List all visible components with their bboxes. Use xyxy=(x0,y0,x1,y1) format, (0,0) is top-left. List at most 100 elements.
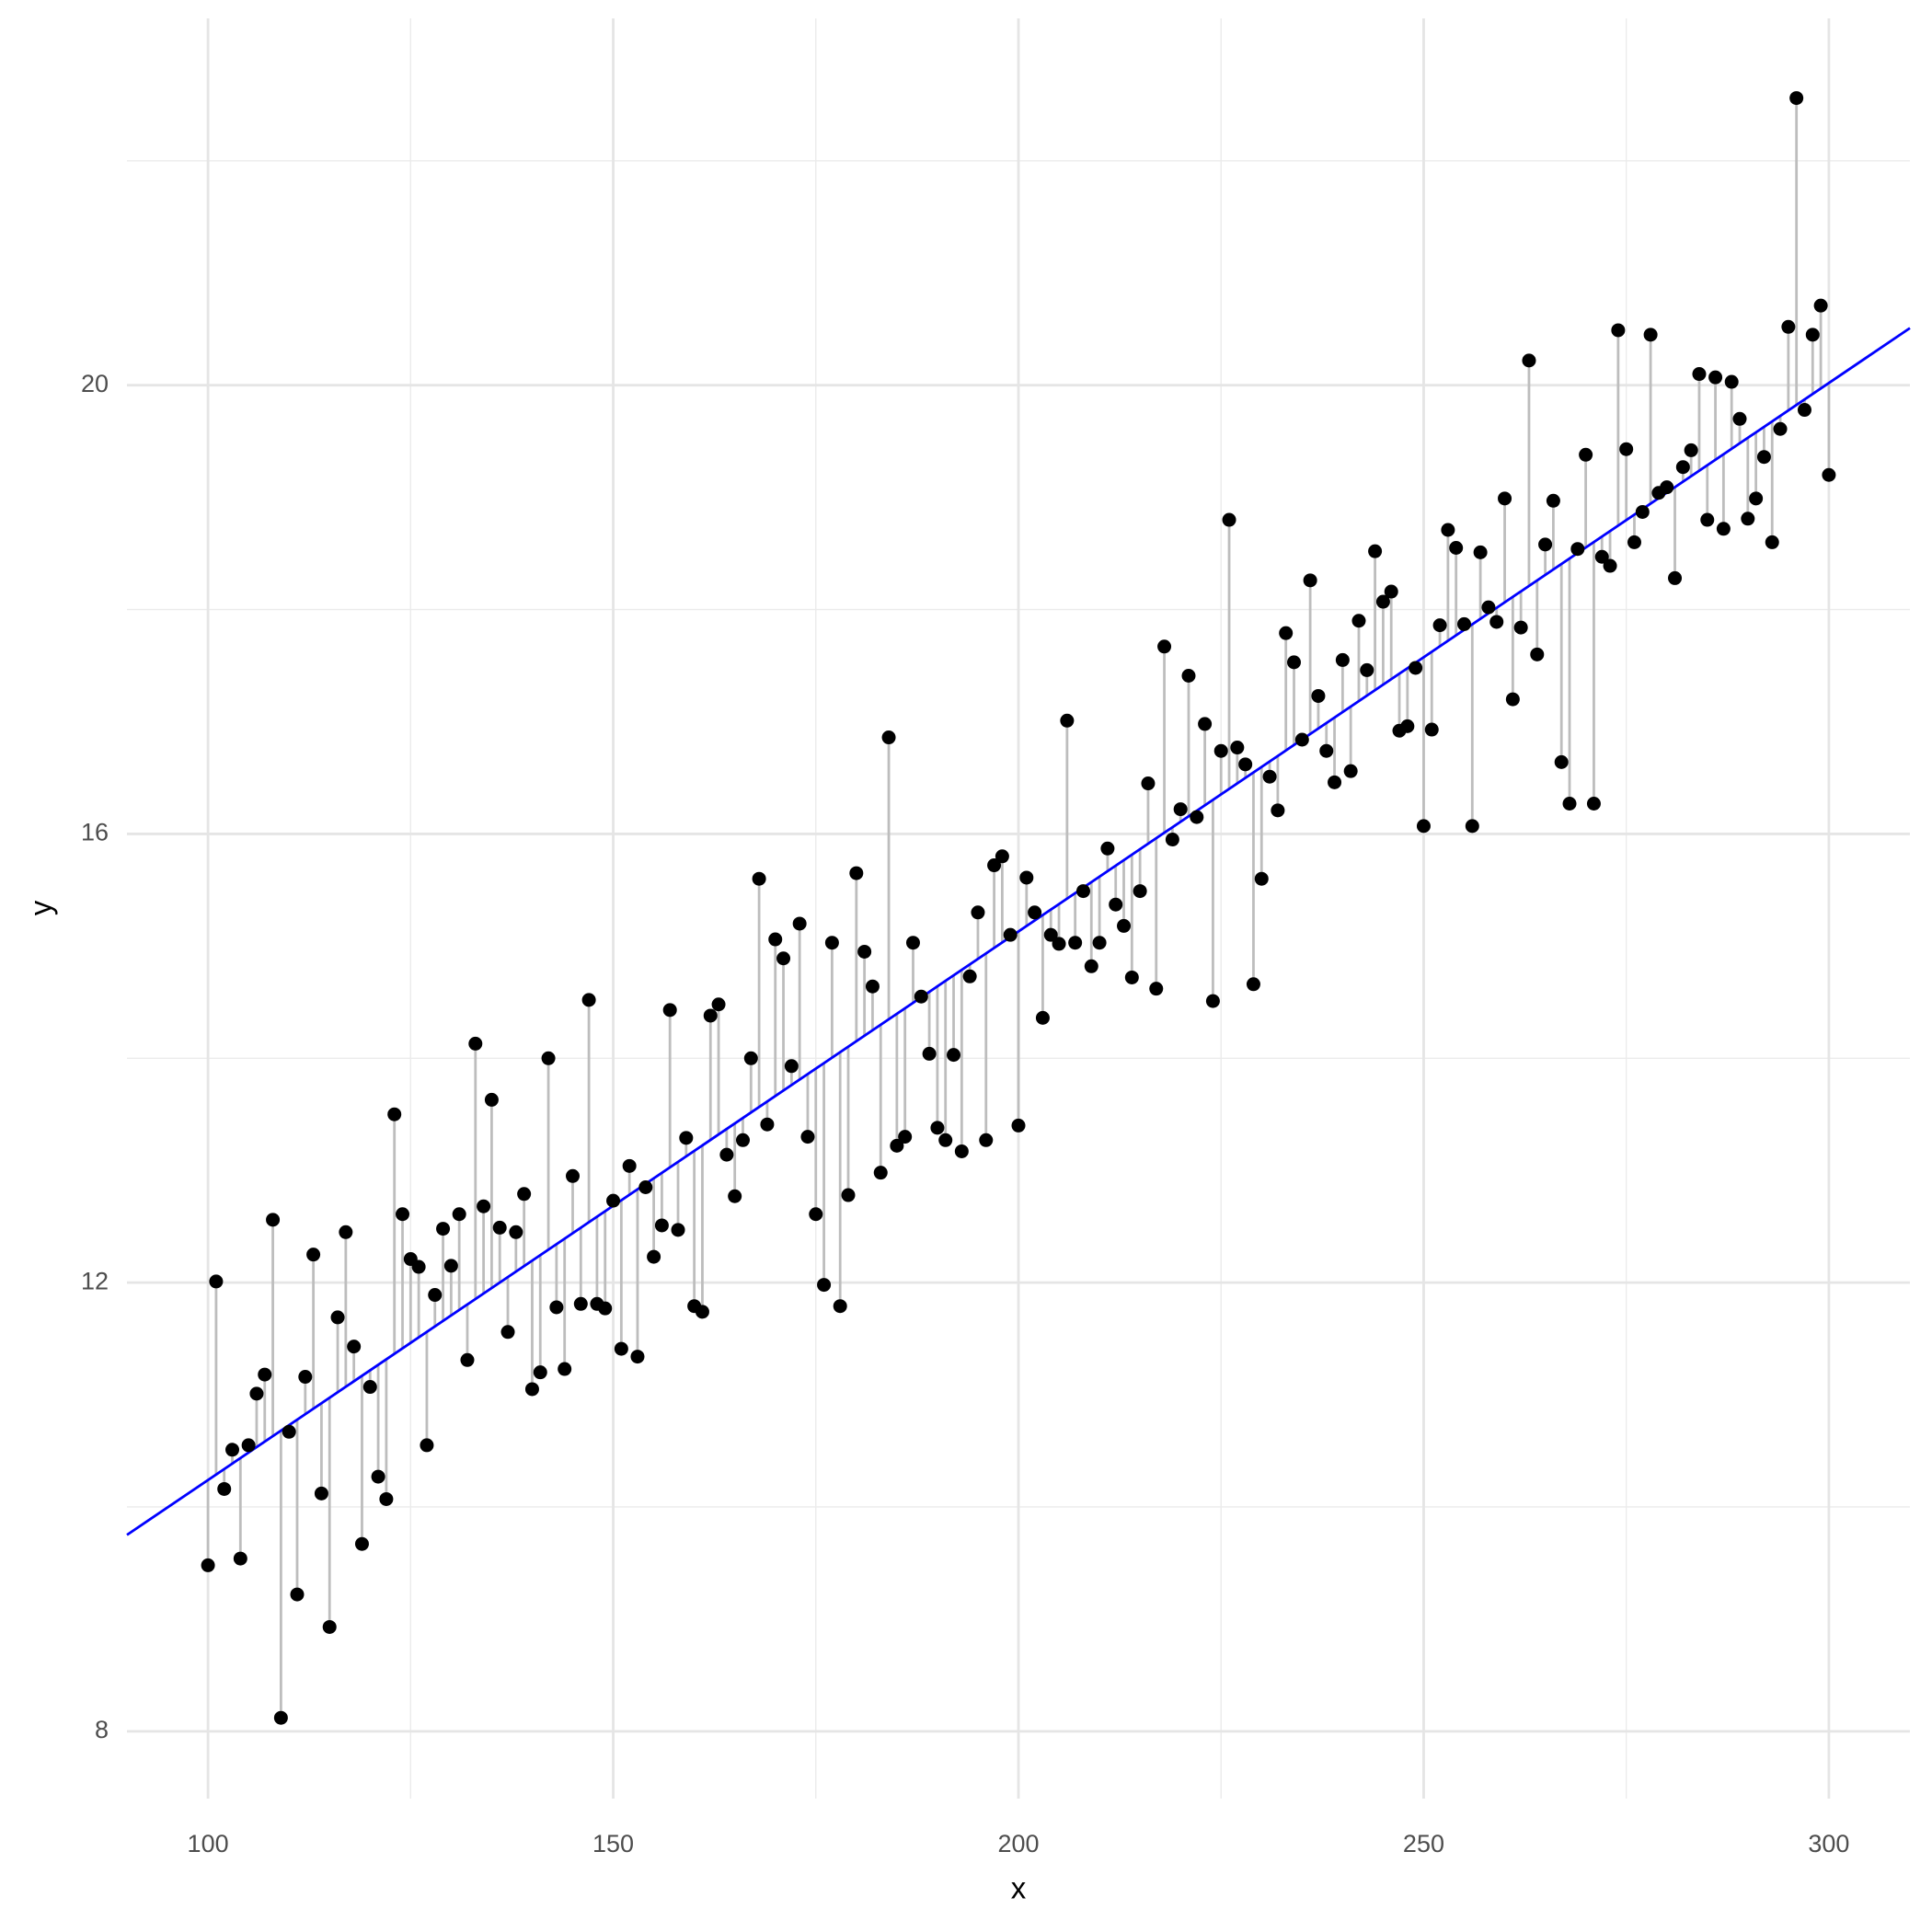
point xyxy=(760,1117,775,1132)
point xyxy=(1570,542,1585,557)
point xyxy=(1222,512,1236,527)
point xyxy=(1619,442,1634,456)
point xyxy=(217,1481,232,1496)
point xyxy=(509,1225,523,1239)
point xyxy=(930,1121,945,1135)
point xyxy=(1165,833,1179,847)
point xyxy=(1627,535,1641,549)
point xyxy=(233,1551,247,1566)
point xyxy=(396,1207,410,1222)
point xyxy=(387,1107,402,1121)
point xyxy=(1230,741,1245,755)
point xyxy=(1149,982,1164,996)
y-tick-label: 8 xyxy=(95,1716,109,1743)
point xyxy=(1692,367,1707,382)
point xyxy=(857,944,872,959)
point xyxy=(1505,692,1520,707)
point xyxy=(647,1249,661,1264)
x-tick-label: 250 xyxy=(1403,1830,1444,1857)
point xyxy=(728,1189,742,1203)
point xyxy=(1035,1010,1050,1025)
point xyxy=(1019,870,1034,885)
point xyxy=(1205,994,1220,1008)
point xyxy=(492,1220,507,1235)
point xyxy=(322,1619,337,1634)
point xyxy=(1368,544,1383,558)
point xyxy=(1343,764,1358,778)
point xyxy=(622,1158,637,1173)
point xyxy=(411,1259,426,1274)
point xyxy=(1741,512,1755,526)
point xyxy=(1060,713,1075,728)
point xyxy=(330,1310,345,1325)
point xyxy=(1457,616,1471,631)
point xyxy=(533,1365,547,1380)
point xyxy=(1092,936,1107,950)
x-tick-label: 100 xyxy=(188,1830,229,1857)
point xyxy=(428,1288,443,1303)
point xyxy=(1424,722,1439,737)
point xyxy=(849,866,864,880)
point xyxy=(1294,732,1309,747)
point xyxy=(1124,970,1139,984)
point xyxy=(1141,776,1156,791)
point xyxy=(484,1092,499,1107)
point xyxy=(662,1003,677,1018)
point xyxy=(1441,523,1455,537)
point xyxy=(1481,600,1496,615)
point xyxy=(962,969,977,983)
point xyxy=(379,1491,394,1506)
point xyxy=(1287,655,1302,670)
fit-line xyxy=(126,327,1911,1536)
point xyxy=(914,989,928,1004)
point xyxy=(354,1536,369,1551)
point xyxy=(1311,688,1326,703)
point xyxy=(1328,775,1342,789)
point xyxy=(306,1248,321,1262)
y-axis-title: y xyxy=(24,900,58,915)
point xyxy=(1262,769,1277,784)
point xyxy=(468,1036,483,1051)
point xyxy=(873,1166,888,1180)
point xyxy=(784,1059,799,1074)
point xyxy=(1254,871,1269,886)
point xyxy=(833,1299,847,1314)
point xyxy=(1594,549,1609,564)
point xyxy=(865,979,880,994)
y-tick-label: 12 xyxy=(81,1267,109,1294)
point xyxy=(273,1710,288,1725)
point xyxy=(1375,594,1390,609)
point xyxy=(1684,443,1698,457)
point xyxy=(1213,743,1228,758)
point xyxy=(1513,620,1528,635)
point xyxy=(598,1301,613,1316)
point xyxy=(841,1188,856,1202)
point xyxy=(1319,743,1334,758)
point xyxy=(1522,353,1536,368)
x-axis-title: x xyxy=(1011,1871,1027,1905)
point xyxy=(339,1225,353,1239)
point xyxy=(800,1130,815,1144)
point xyxy=(1246,977,1260,992)
point xyxy=(1635,504,1650,519)
point xyxy=(947,1048,961,1063)
point xyxy=(630,1350,645,1364)
point xyxy=(1756,450,1771,465)
point xyxy=(314,1486,328,1501)
x-tick-label: 300 xyxy=(1808,1830,1849,1857)
point xyxy=(719,1147,734,1162)
point xyxy=(954,1144,969,1158)
point xyxy=(1538,537,1553,552)
y-tick-label: 20 xyxy=(81,370,109,397)
point xyxy=(817,1278,832,1293)
point xyxy=(249,1386,264,1401)
point xyxy=(824,936,839,950)
point xyxy=(477,1199,491,1213)
point xyxy=(452,1207,466,1222)
point xyxy=(1432,618,1447,633)
point xyxy=(1190,810,1204,824)
point xyxy=(1749,491,1764,506)
point xyxy=(905,936,920,950)
point xyxy=(654,1218,669,1233)
